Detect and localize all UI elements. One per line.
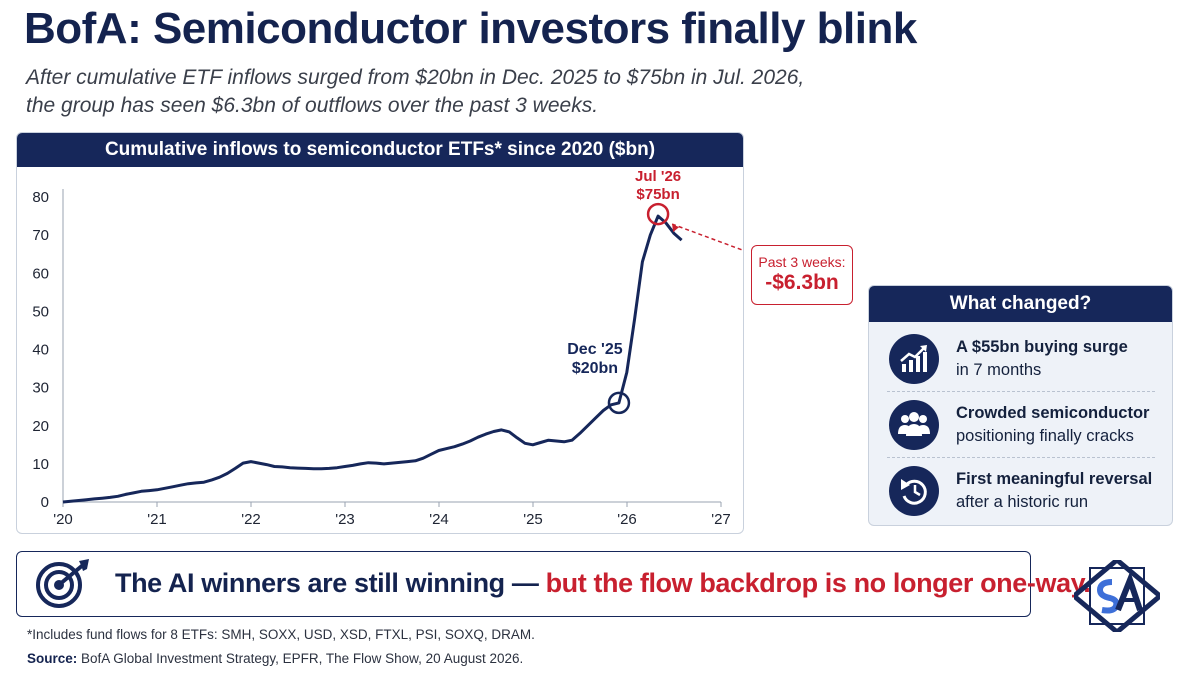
page-subtitle: After cumulative ETF inflows surged from…	[26, 64, 804, 120]
change-item-title: Crowded semiconductor	[956, 404, 1150, 422]
y-tick-label: 30	[32, 380, 49, 397]
dec25-label: Dec '25	[567, 341, 623, 358]
page-title: BofA: Semiconductor investors finally bl…	[24, 4, 917, 53]
x-tick-label: '27	[711, 511, 731, 528]
callout-arrow-head	[672, 224, 680, 233]
reversal-arrow-icon	[889, 466, 939, 516]
jul26-label: Jul '26	[635, 168, 681, 185]
x-tick-label: '20	[53, 511, 73, 528]
y-tick-label: 40	[32, 342, 49, 359]
takeaway-part-1: The AI winners are still winning —	[115, 568, 539, 598]
y-tick-label: 0	[41, 494, 49, 511]
takeaway-banner: The AI winners are still winning — but t…	[16, 551, 1091, 617]
series-line	[62, 214, 683, 504]
target-icon	[36, 559, 89, 608]
jul26-value: $75bn	[636, 186, 679, 203]
dec25-value: $20bn	[572, 360, 618, 377]
x-tick-label: '24	[429, 511, 449, 528]
callout-value: -$6.3bn	[765, 271, 839, 294]
what-changed-heading: What changed?	[869, 286, 1172, 322]
x-tick-label: '25	[523, 511, 543, 528]
subtitle-line-1: After cumulative ETF inflows surged from…	[26, 66, 805, 89]
x-tick-label: '21	[147, 511, 167, 528]
change-item-detail: in 7 months	[956, 361, 1042, 379]
outflow-callout: Past 3 weeks: -$6.3bn	[751, 245, 853, 305]
takeaway-part-2: but the flow backdrop is no longer one-w…	[538, 568, 1091, 598]
divider	[887, 457, 1155, 458]
brand-logo	[1074, 560, 1160, 632]
y-tick-label: 80	[32, 189, 49, 206]
y-tick-label: 70	[32, 227, 49, 244]
dec25-marker	[607, 391, 631, 415]
change-item-title: First meaningful reversal	[956, 470, 1153, 488]
y-tick-label: 50	[32, 303, 49, 320]
source-label: Source:	[27, 651, 78, 666]
change-item: First meaningful reversal after a histor…	[869, 458, 1172, 524]
y-tick-label: 10	[32, 456, 49, 473]
y-tick-label: 60	[32, 265, 49, 282]
jul26-marker	[646, 202, 670, 226]
change-item: Crowded semiconductor positioning finall…	[869, 392, 1172, 458]
source-line: Source: BofA Global Investment Strategy,…	[27, 651, 523, 666]
change-item-detail: after a historic run	[956, 493, 1089, 511]
x-tick-label: '23	[335, 511, 355, 528]
source-text: BofA Global Investment Strategy, EPFR, T…	[77, 651, 524, 666]
chart-title: Cumulative inflows to semiconductor ETFs…	[17, 133, 743, 167]
rising-chart-icon	[889, 334, 939, 384]
x-tick-label: '26	[617, 511, 637, 528]
y-tick-label: 20	[32, 418, 49, 435]
subtitle-line-2: the group has seen $6.3bn of outflows ov…	[26, 94, 599, 117]
takeaway-message: The AI winners are still winning — but t…	[115, 568, 1091, 599]
callout-arrow	[671, 223, 743, 252]
change-item-detail: positioning finally cracks	[956, 427, 1134, 445]
line-chart: 0 10 20 30 40 50 60 70 80 '20 '21 '22 '23 '24 '25 '26 '2…	[32, 168, 743, 528]
change-item-title: A $55bn buying surge	[956, 338, 1128, 356]
chart-panel: 0 10 20 30 40 50 60 70 80 '20 '21 '22 '23 '24 '25 '26 '2…	[16, 132, 744, 534]
footnote: *Includes fund flows for 8 ETFs: SMH, SO…	[27, 627, 535, 642]
group-people-icon	[889, 400, 939, 450]
what-changed-panel: What changed? A $55bn buying surge in 7 …	[868, 285, 1173, 526]
x-tick-label: '22	[241, 511, 261, 528]
callout-label: Past 3 weeks:	[758, 254, 846, 270]
divider	[887, 391, 1155, 392]
change-item: A $55bn buying surge in 7 months	[869, 326, 1172, 392]
